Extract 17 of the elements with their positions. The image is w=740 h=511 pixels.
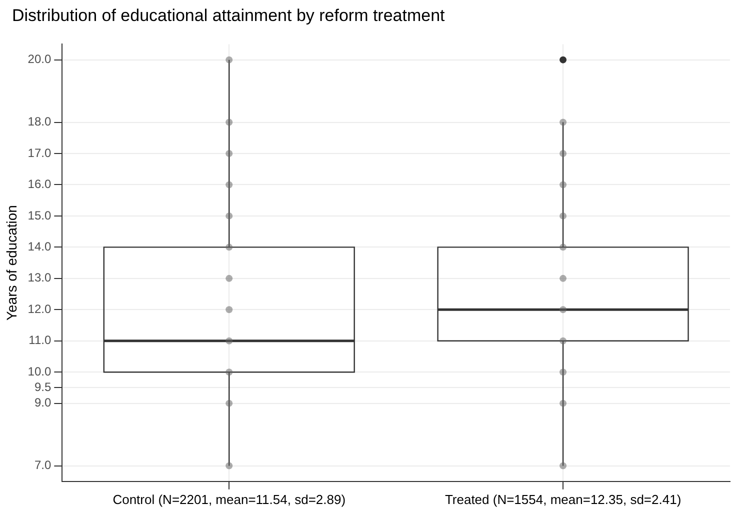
y-tick-label: 11.0 xyxy=(28,333,52,348)
y-tick-label: 14.0 xyxy=(28,240,52,254)
y-tick-label: 17.0 xyxy=(28,146,52,160)
y-tick-label: 9.5 xyxy=(34,380,52,394)
y-tick-label: 13.0 xyxy=(28,270,52,285)
y-tick-label: 12.0 xyxy=(28,302,52,316)
y-tick-label: 18.0 xyxy=(28,114,52,129)
y-tick-label: 10.0 xyxy=(28,364,52,378)
y-tick-label: 16.0 xyxy=(28,177,52,192)
y-tick-label: 7.0 xyxy=(34,458,52,472)
y-tick-label: 15.0 xyxy=(28,208,52,222)
x-tick-label: Treated (N=1554, mean=12.35, sd=2.41) xyxy=(444,492,682,507)
chart-title: Distribution of educational attainment by reform treatment xyxy=(12,6,445,26)
y-tick-label: 20.0 xyxy=(28,52,52,66)
y-axis-title: Years of education xyxy=(3,205,20,321)
y-tick-label: 9.0 xyxy=(34,396,52,410)
x-tick-label: Control (N=2201, mean=11.54, sd=2.89) xyxy=(112,492,346,507)
